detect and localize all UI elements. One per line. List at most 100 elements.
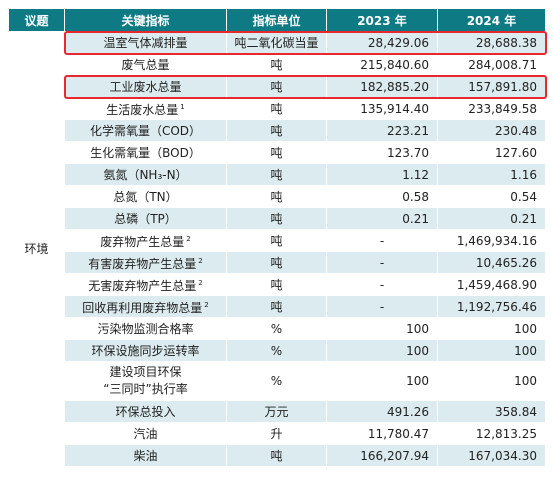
unit-cell: % <box>226 361 327 401</box>
value-2024-cell: 1,469,934.16 <box>437 229 546 252</box>
indicator-cell: 废弃物产生总量 2 <box>64 229 227 252</box>
table-row: 废弃物产生总量 2 吨 -1,469,934.16 <box>9 229 546 252</box>
indicator-name: 有害废弃物产生总量 <box>88 257 197 271</box>
indicator-cell: 汽油 <box>64 422 227 445</box>
value-2024-cell: 233,849.58 <box>437 97 546 120</box>
unit-cell: 吨 <box>226 273 327 296</box>
indicator-cell: 生活废水总量 1 <box>64 97 227 120</box>
unit-cell: 吨 <box>226 75 327 98</box>
indicator-name: 生化需氧量（BOD） <box>90 145 201 160</box>
value-2023-cell: 166,207.94 <box>326 444 438 467</box>
footnote-marker: 2 <box>198 257 203 265</box>
value-2023-cell: - <box>326 295 438 318</box>
value-2024-cell: 0.21 <box>437 207 546 230</box>
indicator-name: 汽油 <box>133 426 158 441</box>
indicator-name: 氨氮（NH₃-N） <box>103 167 188 182</box>
unit-cell: 吨 <box>226 97 327 120</box>
value-2023-cell: 223.21 <box>326 119 438 142</box>
indicator-cell: 有害废弃物产生总量 2 <box>64 251 227 274</box>
value-2023-cell: 491.26 <box>326 400 438 423</box>
indicator-cell: 总磷（TP） <box>64 207 227 230</box>
table-row: 生活废水总量 1 吨 135,914.40 233,849.58 <box>9 97 546 120</box>
indicator-name: 生活废水总量 <box>106 103 179 117</box>
indicator-cell: 环保设施同步运转率 <box>64 339 227 362</box>
unit-cell: 吨 <box>226 185 327 208</box>
indicator-cell: 环保总投入 <box>64 400 227 423</box>
value-2023-cell: 215,840.60 <box>326 53 438 76</box>
unit-cell: 吨 <box>226 141 327 164</box>
value-2024-cell: 358.84 <box>437 400 546 423</box>
footnote-marker: 2 <box>204 301 209 309</box>
value-2023-cell: 1.12 <box>326 163 438 186</box>
unit-cell: 吨 <box>226 295 327 318</box>
table-row: 氨氮（NH₃-N） 吨 1.12 1.16 <box>9 163 546 186</box>
header-topic: 议题 <box>8 8 65 32</box>
table-row: 环保设施同步运转率% 100 100 <box>9 339 546 362</box>
value-2024-cell: 12,813.25 <box>437 422 546 445</box>
indicator-cell: 总氮（TN） <box>64 185 227 208</box>
table-body: 环境 温室气体减排量 吨二氧化碳当量 28,429.06 28,688.38 废气总量吨 2… <box>8 31 546 467</box>
indicator-name: 污染物监测合格率 <box>97 321 194 336</box>
topic-cell: 环境 <box>8 31 65 467</box>
value-2023-cell: 0.58 <box>326 185 438 208</box>
indicator-cell: 生化需氧量（BOD） <box>64 141 227 164</box>
table-row: 环保总投入 万元 491.26 358.84 <box>9 400 546 423</box>
value-2024-cell: 10,465.26 <box>437 251 546 274</box>
indicator-cell: 污染物监测合格率 <box>64 317 227 340</box>
table-row: 有害废弃物产生总量 2 吨 -10,465.26 <box>9 251 546 274</box>
header-unit: 指标单位 <box>226 8 327 32</box>
table-row: 工业废水总量 吨 182,885.20 157,891.80 <box>9 75 546 98</box>
indicator-name: 废气总量 <box>121 57 170 72</box>
indicator-cell: 柴油 <box>64 444 227 467</box>
value-2023-cell: - <box>326 273 438 296</box>
value-2023-cell: 182,885.20 <box>326 75 438 98</box>
unit-cell: 吨 <box>226 251 327 274</box>
table-row: 生化需氧量（BOD） 吨 123.70 127.60 <box>9 141 546 164</box>
environment-kpi-table: 议题 关键指标 指标单位 2023 年 2024 年 环境 温室气体减排量 吨二氧化… <box>8 8 546 467</box>
value-2024-cell: 1,192,756.46 <box>437 295 546 318</box>
table-row: 回收再利用废弃物总量 2 吨 -1,192,756.46 <box>9 295 546 318</box>
value-2023-cell: 100 <box>326 339 438 362</box>
indicator-name: 化学需氧量（COD） <box>89 123 202 138</box>
indicator-cell: 氨氮（NH₃-N） <box>64 163 227 186</box>
value-2023-cell: 11,780.47 <box>326 422 438 445</box>
value-2024-cell: 1.16 <box>437 163 546 186</box>
unit-cell: 吨 <box>226 444 327 467</box>
indicator-cell: 无害废弃物产生总量 2 <box>64 273 227 296</box>
table-row: 化学需氧量（COD） 吨 223.21 230.48 <box>9 119 546 142</box>
indicator-cell: 建设项目环保 “三同时”执行率 <box>64 361 227 401</box>
unit-cell: 吨 <box>226 119 327 142</box>
value-2024-cell: 157,891.80 <box>437 75 546 98</box>
indicator-cell: 化学需氧量（COD） <box>64 119 227 142</box>
indicator-name: 回收再利用废弃物总量 <box>82 301 203 315</box>
value-2024-cell: 230.48 <box>437 119 546 142</box>
indicator-name: 总氮（TN） <box>113 189 178 204</box>
value-2023-cell: - <box>326 229 438 252</box>
table-header-row: 议题 关键指标 指标单位 2023 年 2024 年 <box>8 8 546 32</box>
value-2024-cell: 100 <box>437 361 546 401</box>
value-2023-cell: 100 <box>326 361 438 401</box>
table-row: 总氮（TN） 吨 0.58 0.54 <box>9 185 546 208</box>
indicator-name: 温室气体减排量 <box>103 35 188 50</box>
unit-cell: 升 <box>226 422 327 445</box>
indicator-cell: 废气总量 <box>64 53 227 76</box>
indicator-name: 工业废水总量 <box>109 79 182 94</box>
value-2024-cell: 1,459,468.90 <box>437 273 546 296</box>
table-row: 废气总量 吨 215,840.60 284,008.71 <box>9 53 546 76</box>
value-2024-cell: 0.54 <box>437 185 546 208</box>
indicator-name: 建设项目环保 “三同时”执行率 <box>103 365 188 396</box>
indicator-name: 无害废弃物产生总量 <box>88 279 197 293</box>
value-2024-cell: 100 <box>437 317 546 340</box>
value-2023-cell: 0.21 <box>326 207 438 230</box>
unit-cell: % <box>226 339 327 362</box>
header-2024: 2024 年 <box>437 8 546 32</box>
header-2023: 2023 年 <box>326 8 438 32</box>
unit-cell: 万元 <box>226 400 327 423</box>
indicator-name: 总磷（TP） <box>114 211 177 226</box>
value-2024-cell: 127.60 <box>437 141 546 164</box>
unit-cell: 吨 <box>226 207 327 230</box>
footnote-marker: 1 <box>180 103 185 111</box>
unit-cell: % <box>226 317 327 340</box>
footnote-marker: 2 <box>186 235 191 243</box>
indicator-name: 柴油 <box>133 448 158 463</box>
